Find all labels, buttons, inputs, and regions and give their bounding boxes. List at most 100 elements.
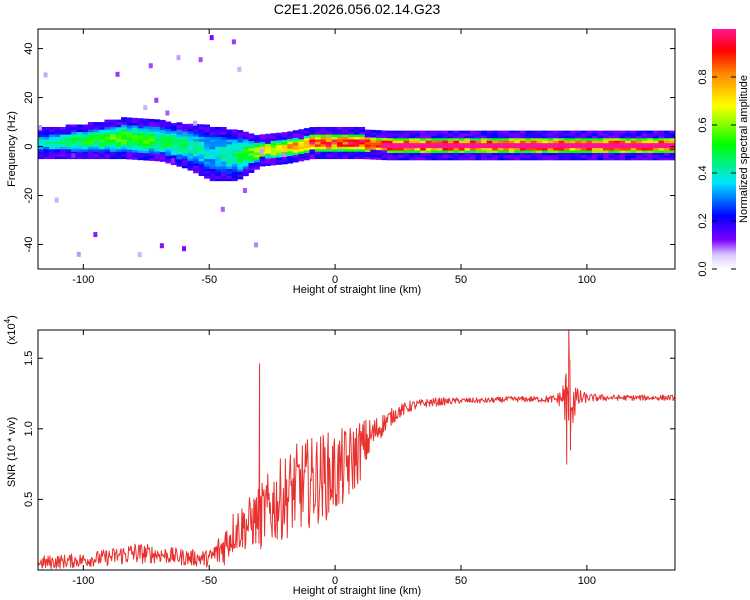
heatmap-cell — [580, 135, 587, 139]
heatmap-cell — [359, 153, 366, 157]
heatmap-speckle — [237, 66, 242, 72]
heatmap-cell — [115, 141, 122, 145]
heatmap-cell — [564, 147, 571, 151]
heatmap-cell — [231, 151, 238, 155]
heatmap-cell — [198, 148, 205, 152]
heatmap-cell — [464, 155, 471, 158]
heatmap-cell — [392, 147, 399, 151]
heatmap-speckle — [170, 158, 175, 164]
heatmap-cell — [436, 137, 443, 141]
heatmap-cell — [220, 144, 227, 147]
heatmap-cell — [414, 142, 421, 146]
heatmap-cell — [187, 138, 194, 142]
heatmap-cell — [104, 156, 111, 160]
heatmap-cell — [231, 131, 238, 135]
heatmap-cell — [525, 142, 532, 146]
heatmap-cell — [486, 145, 493, 149]
heatmap-cell — [237, 132, 244, 136]
heatmap-cell — [602, 142, 609, 146]
heatmap-speckle — [242, 188, 247, 194]
heatmap-cell — [242, 156, 249, 159]
heatmap-cell — [614, 142, 620, 146]
heatmap-cell — [82, 144, 89, 147]
heatmap-cell — [270, 150, 277, 154]
heatmap-cell — [204, 166, 211, 169]
heatmap-cell — [187, 160, 194, 164]
heatmap-cell — [470, 133, 476, 136]
heatmap-cell — [602, 150, 609, 153]
heatmap-cell — [65, 144, 72, 147]
heatmap-cell — [326, 146, 332, 150]
heatmap-cell — [276, 137, 283, 141]
heatmap-cell — [170, 162, 177, 166]
heatmap-cell — [492, 135, 499, 139]
heatmap-cell — [525, 135, 532, 139]
heatmap-cell — [254, 152, 260, 155]
heatmap-cell — [542, 155, 548, 158]
heatmap-cell — [231, 166, 238, 169]
heatmap-cell — [60, 126, 66, 130]
heatmap-cell — [375, 157, 382, 160]
heatmap-cell — [132, 120, 139, 124]
heatmap-cell — [337, 146, 343, 150]
heatmap-cell — [470, 150, 476, 153]
heatmap-cell — [519, 140, 526, 144]
heatmap-cell — [276, 135, 283, 138]
heatmap-cell — [364, 156, 371, 160]
heatmap-cell — [337, 139, 343, 142]
heatmap-cell — [547, 147, 554, 151]
heatmap-cell — [209, 144, 216, 147]
heatmap-cell — [132, 127, 139, 131]
heatmap-cell — [49, 153, 55, 157]
heatmap-cell — [110, 124, 116, 128]
heatmap-cell — [436, 150, 443, 153]
heatmap-cell — [98, 129, 105, 133]
heatmap-cell — [647, 155, 654, 158]
heatmap-cell — [104, 134, 111, 138]
heatmap-cell — [237, 147, 244, 150]
heatmap-cell — [182, 165, 188, 169]
heatmap-cell — [320, 139, 327, 142]
heatmap-cell — [248, 133, 255, 137]
heatmap-cell — [370, 134, 377, 138]
heatmap-cell — [265, 148, 271, 152]
heatmap-cell — [193, 143, 199, 147]
heatmap-cell — [514, 147, 521, 151]
heatmap-cell — [353, 141, 360, 145]
heatmap-cell — [331, 141, 338, 145]
heatmap-cell — [254, 137, 260, 141]
heatmap-cell — [381, 147, 388, 151]
heatmap-cell — [447, 140, 454, 144]
heatmap-cell — [575, 135, 582, 139]
heatmap-cell — [425, 135, 432, 139]
heatmap-cell — [409, 147, 415, 151]
heatmap-cell — [76, 139, 83, 142]
heatmap-cell — [176, 137, 183, 140]
heatmap-cell — [337, 134, 343, 138]
heatmap-cell — [276, 157, 283, 160]
heatmap-cell — [209, 146, 216, 150]
heatmap-cell — [182, 136, 188, 139]
heatmap-cell — [209, 156, 216, 160]
heatmap-cell — [547, 142, 554, 146]
heatmap-cell — [65, 126, 72, 130]
heatmap-cell — [381, 132, 388, 136]
heatmap-cell — [575, 155, 582, 158]
heatmap-cell — [553, 155, 559, 158]
heatmap-cell — [43, 131, 50, 135]
heatmap-cell — [331, 134, 338, 138]
heatmap-cell — [558, 133, 565, 136]
heatmap-cell — [597, 133, 604, 136]
heatmap-cell — [226, 158, 233, 162]
heatmap-cell — [198, 163, 205, 167]
heatmap-cell — [159, 132, 166, 135]
heatmap-cell — [663, 135, 670, 139]
heatmap-cell — [614, 157, 620, 161]
heatmap-cell — [98, 124, 105, 128]
heatmap-cell — [420, 133, 427, 136]
heatmap-cell — [220, 141, 227, 145]
heatmap-cell — [403, 147, 410, 151]
heatmap-cell — [242, 163, 249, 167]
heatmap-cell — [154, 141, 161, 145]
heatmap-cell — [619, 137, 626, 141]
